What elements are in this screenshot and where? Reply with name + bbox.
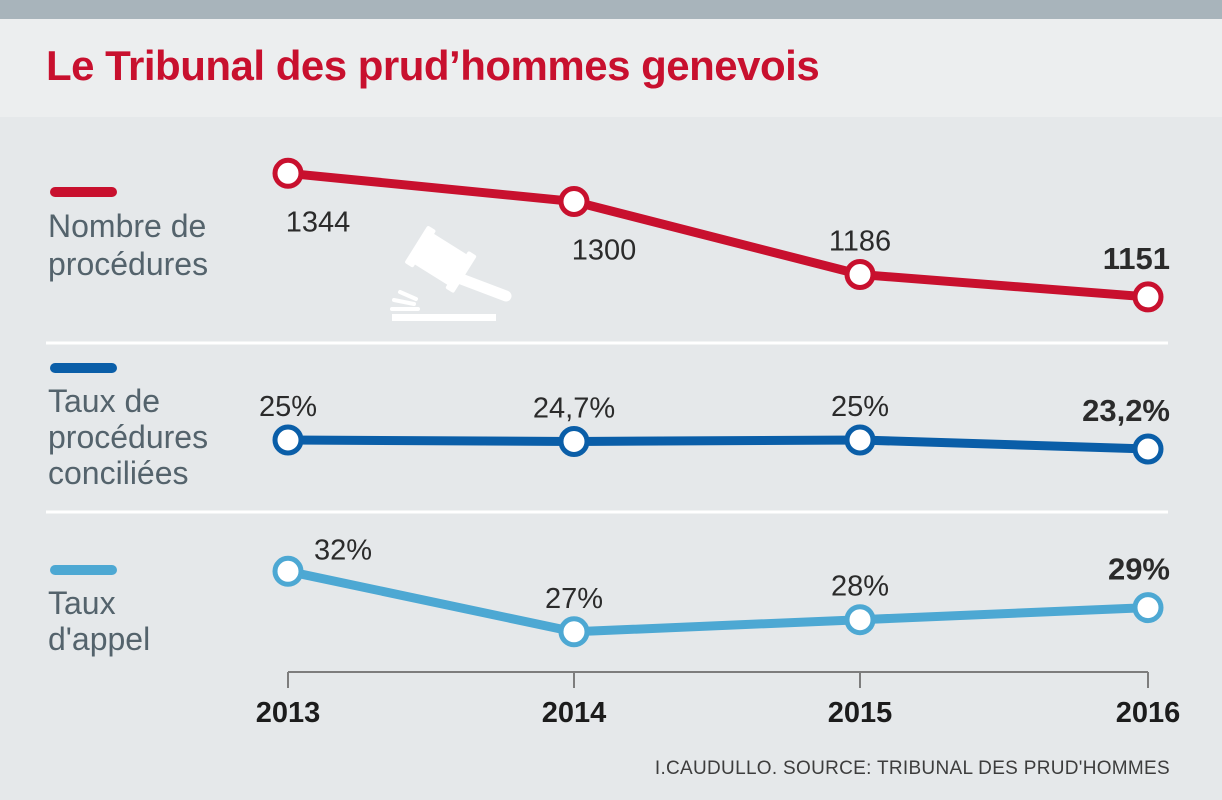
data-point [558, 186, 590, 217]
legend-label: conciliées [48, 455, 189, 491]
legend-label: procédures [48, 246, 208, 282]
x-tick-label: 2014 [542, 697, 607, 729]
data-label: 1344 [286, 206, 351, 238]
data-label: 23,2% [1082, 393, 1170, 428]
x-tick-label: 2015 [828, 697, 893, 729]
data-label: 1151 [1103, 241, 1170, 276]
series-line [283, 566, 1153, 637]
legend-label: Taux [48, 585, 116, 621]
panel-dividers [46, 341, 1168, 514]
title-band [0, 19, 1222, 117]
chart-title: Le Tribunal des prud’hommes genevois [46, 42, 820, 89]
data-point [558, 426, 590, 457]
data-label: 27% [545, 583, 603, 615]
data-point [272, 157, 304, 189]
series-line [283, 168, 1153, 302]
data-point [1132, 592, 1164, 624]
legend-label: Nombre de [48, 208, 206, 244]
data-point [1132, 281, 1164, 313]
gavel-icon [390, 226, 512, 321]
data-label: 29% [1108, 552, 1170, 587]
data-point [844, 259, 876, 290]
data-label: 28% [831, 571, 889, 603]
data-point [272, 424, 304, 456]
legend-label: procédures [48, 419, 208, 455]
top-strip [0, 0, 1222, 19]
x-axis: 2013 2014 2015 2016 [256, 671, 1181, 729]
gavel-base [392, 314, 496, 321]
data-point [844, 604, 876, 636]
data-label: 32% [314, 534, 372, 566]
data-label: 25% [259, 391, 317, 423]
legend-label: d'appel [48, 621, 150, 657]
legend-label: Taux de [48, 383, 160, 419]
data-point [272, 555, 304, 587]
series-layer: 1344 1300 1186 1151 25% 24,7% 25% 23,2% 32% 27% 28… [259, 157, 1170, 648]
data-label: 24,7% [533, 393, 615, 425]
data-point [1132, 433, 1164, 465]
data-point [844, 424, 876, 456]
x-tick-label: 2013 [256, 697, 321, 729]
data-label: 1300 [572, 234, 637, 266]
source-credit: I.CAUDULLO. SOURCE: TRIBUNAL DES PRUD'HO… [654, 758, 1170, 779]
series-line [283, 435, 1153, 454]
x-tick-label: 2016 [1116, 697, 1181, 729]
data-point [558, 616, 590, 648]
data-label: 1186 [829, 226, 891, 258]
data-label: 25% [831, 391, 889, 423]
